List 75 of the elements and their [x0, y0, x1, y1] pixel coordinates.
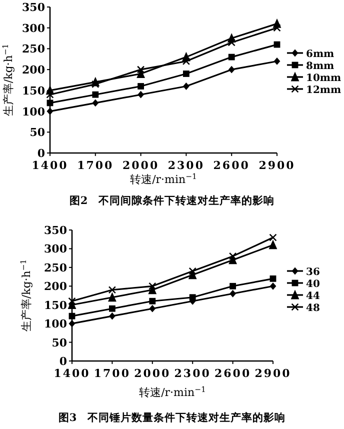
- x-tick-label: 2300: [174, 367, 211, 380]
- x-tick-label: 2600: [213, 159, 250, 172]
- point: [68, 312, 76, 320]
- point: [46, 108, 54, 115]
- x-axis-title: 转速/r·min$^{−1}$: [139, 384, 206, 399]
- point: [109, 312, 116, 320]
- x-tick-label: 2600: [214, 367, 252, 380]
- y-tick-label: 250: [22, 42, 46, 56]
- point: [149, 304, 156, 312]
- point: [149, 298, 156, 304]
- x-tick-label: 1400: [32, 159, 68, 172]
- legend-label: 10mm: [306, 73, 342, 84]
- point: [92, 99, 99, 107]
- y-tick-label: 200: [22, 64, 46, 77]
- y-tick-label: 50: [52, 336, 68, 350]
- y-tick-label: 100: [44, 318, 68, 331]
- point: [68, 320, 76, 328]
- point: [108, 286, 116, 294]
- legend-label: 6mm: [306, 49, 335, 60]
- point: [269, 234, 277, 242]
- point: [92, 80, 100, 88]
- y-tick-label: 0: [37, 147, 46, 160]
- point: [230, 290, 236, 298]
- point: [92, 91, 99, 98]
- point: [183, 70, 190, 77]
- x-tick-label: 1400: [54, 367, 90, 380]
- y-tick-label: 0: [59, 355, 68, 368]
- point: [46, 90, 54, 98]
- legend-label: 12mm: [306, 85, 342, 96]
- legend-label: 48: [306, 303, 320, 314]
- y-tick-label: 150: [22, 84, 46, 98]
- point: [230, 282, 236, 290]
- y-tick-label: 200: [44, 280, 68, 294]
- x-tick-label: 2000: [134, 367, 171, 380]
- point: [270, 275, 276, 282]
- legend-label: 36: [306, 267, 320, 278]
- x-tick-label: 2000: [122, 159, 160, 172]
- y-tick-label: 50: [30, 126, 46, 140]
- y-tick-label: 100: [22, 105, 46, 118]
- y-tick-label: 300: [22, 22, 46, 35]
- x-tick-label: 2900: [258, 159, 296, 172]
- point: [228, 54, 235, 60]
- point: [228, 252, 237, 260]
- y-tick-label: 250: [44, 261, 68, 274]
- x-tick-label: 1700: [94, 367, 131, 380]
- point: [183, 82, 190, 90]
- point: [273, 24, 281, 32]
- y-tick-label: 300: [44, 242, 68, 256]
- y-tick-label: 350: [44, 224, 68, 237]
- y-tick-label: 150: [44, 298, 68, 312]
- point: [228, 66, 235, 74]
- legend-label: 8mm: [306, 61, 335, 72]
- point: [182, 57, 190, 66]
- point: [46, 100, 54, 106]
- point: [274, 58, 280, 65]
- x-tick-label: 2900: [254, 367, 292, 380]
- x-tick-label: 2300: [168, 159, 205, 172]
- point: [228, 38, 236, 46]
- point: [268, 240, 278, 250]
- point: [148, 282, 156, 290]
- point: [270, 282, 276, 290]
- x-tick-label: 1700: [77, 159, 114, 172]
- y-tick-label: 350: [22, 1, 46, 14]
- point: [189, 294, 196, 301]
- point: [136, 66, 145, 74]
- text: 图3 不同锤片数量条件下转速对生产率的影响: [58, 411, 286, 424]
- point: [108, 292, 116, 302]
- x-axis-title: 转速/r·min$^{−1}$: [130, 172, 197, 186]
- legend-label: 40: [306, 279, 320, 290]
- point: [188, 267, 196, 276]
- point: [138, 90, 144, 98]
- text: 图2 不同间隙条件下转速对生产率的影响: [69, 194, 275, 207]
- point: [109, 305, 116, 312]
- legend-label: 44: [306, 291, 320, 302]
- point: [138, 83, 144, 90]
